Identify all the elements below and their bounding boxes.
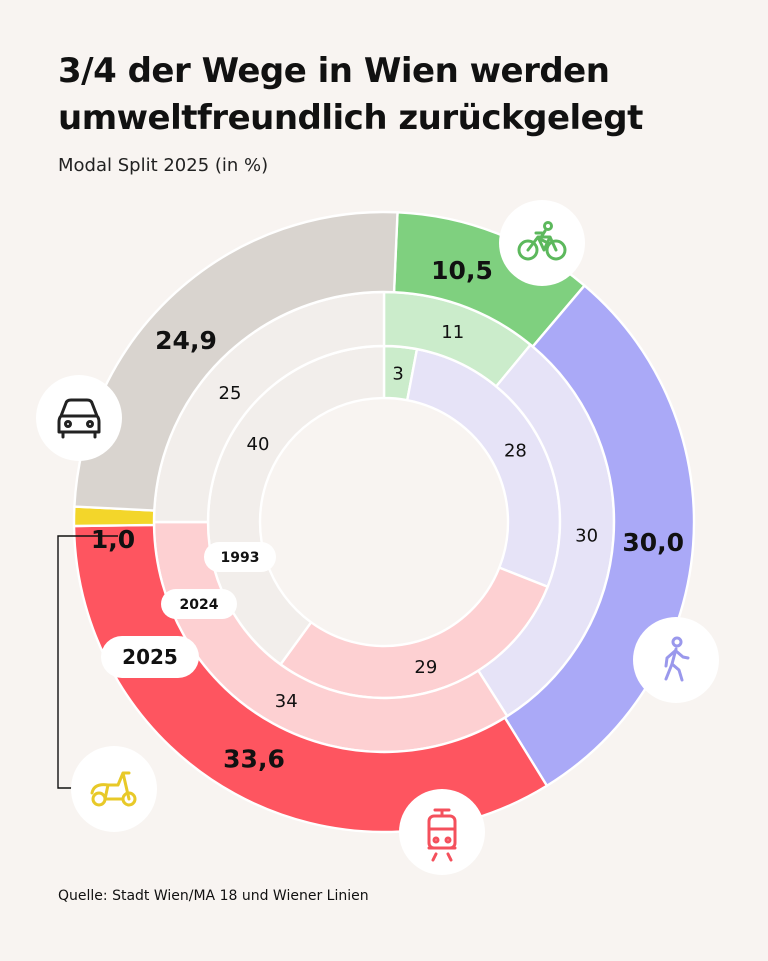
car-icon-glyph — [57, 398, 101, 439]
value-label-2024-oeffis: 34 — [275, 691, 298, 712]
value-label-1993-fahrrad: 3 — [392, 364, 403, 385]
value-label-2025-moped-motorrad: 1,0 — [91, 525, 135, 554]
pedestrian-icon — [633, 617, 719, 703]
icon-circle — [36, 375, 122, 461]
year-badge-2024: 2024 — [161, 589, 237, 619]
value-label-2025-fussweg: 30,0 — [622, 528, 684, 557]
moped-leader-line — [57, 535, 118, 789]
chart-subtitle: Modal Split 2025 (in %) — [58, 155, 269, 176]
rings-layer — [72, 210, 696, 834]
value-label-2024-fahrrad: 11 — [441, 322, 464, 343]
bicycle-icon-glyph — [517, 221, 567, 261]
value-label-1993-oeffis: 29 — [414, 657, 437, 678]
icon-circle — [71, 746, 157, 832]
tram-icon-glyph — [427, 808, 457, 862]
car-icon — [36, 375, 122, 461]
value-label-1993-fussweg: 28 — [504, 441, 527, 462]
source-note: Quelle: Stadt Wien/MA 18 und Wiener Lini… — [58, 888, 369, 904]
value-label-2025-auto: 24,9 — [155, 326, 217, 355]
icon-circle — [399, 789, 485, 875]
year-badge-2025: 2025 — [101, 636, 199, 678]
segment-2025-auto — [73, 210, 399, 512]
year-badge-label: 2024 — [180, 597, 219, 613]
value-label-1993-auto: 40 — [247, 434, 270, 455]
icons-layer — [36, 200, 719, 875]
year-badge-bg — [101, 636, 199, 678]
tram-icon — [399, 789, 485, 875]
year-badge-label: 2025 — [122, 645, 178, 669]
year-badge-bg — [204, 542, 276, 572]
value-label-2025-oeffis: 33,6 — [223, 745, 285, 774]
value-label-2024-fussweg: 30 — [575, 526, 598, 547]
labels-layer: 3 28 29 40 11 30 34 25 10,5 30,0 33,6 1,0 24,9 — [57, 256, 684, 789]
scooter-icon-glyph — [90, 771, 137, 807]
year-badges-layer: 1993 2024 2025 — [101, 542, 276, 678]
year-badge-label: 1993 — [221, 550, 260, 566]
year-badge-bg — [161, 589, 237, 619]
value-label-2025-fahrrad: 10,5 — [431, 256, 493, 285]
chart-title: 3/4 der Wege in Wien werden umweltfreund… — [58, 51, 643, 138]
bicycle-icon — [499, 200, 585, 286]
value-label-2024-auto: 25 — [219, 383, 242, 404]
scooter-icon — [71, 746, 157, 832]
icon-circle — [633, 617, 719, 703]
pedestrian-icon-glyph — [664, 636, 690, 682]
year-badge-1993: 1993 — [204, 542, 276, 572]
segment-2025-oeffis — [72, 523, 549, 834]
